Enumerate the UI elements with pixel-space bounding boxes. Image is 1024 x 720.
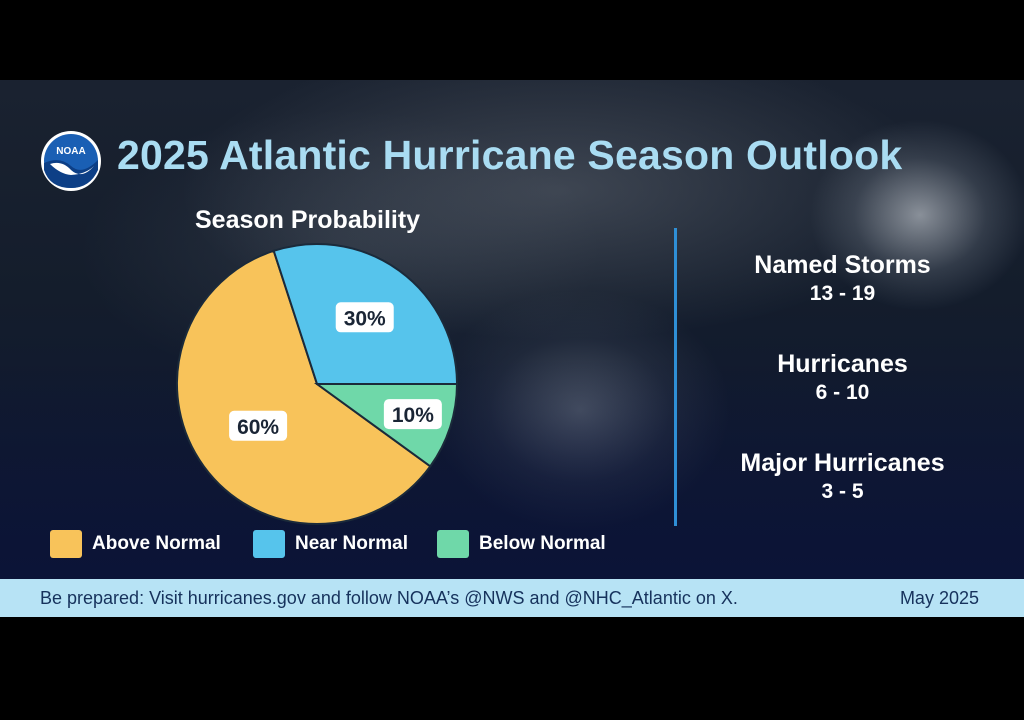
stat-hurricanes: Hurricanes 6 - 10 (700, 349, 985, 407)
legend-label-below-normal: Below Normal (479, 533, 606, 554)
stat-label: Hurricanes (777, 350, 908, 378)
stat-value: 3 - 5 (821, 480, 864, 503)
pie-label-below-normal: 10% (383, 399, 442, 430)
legend-swatch-near-normal (253, 530, 285, 558)
infographic: NOAA 2025 Atlantic Hurricane Season Outl… (0, 80, 1024, 617)
legend-swatch-below-normal (437, 530, 469, 558)
stat-label: Major Hurricanes (740, 449, 945, 477)
pie-label-above-normal: 60% (229, 410, 288, 441)
legend-item-above-normal: Above Normal (50, 528, 221, 560)
pie-label-text: 10% (392, 404, 434, 427)
noaa-logo-icon: NOAA (41, 131, 101, 191)
chart-legend: Above Normal Near Normal Below Normal (50, 528, 640, 560)
legend-label-above-normal: Above Normal (92, 533, 221, 554)
logo-text: NOAA (56, 146, 85, 157)
stat-label: Named Storms (754, 251, 931, 279)
footer-message: Be prepared: Visit hurricanes.gov and fo… (40, 587, 738, 608)
pie-label-box (383, 399, 442, 430)
pie-label-box (335, 302, 394, 333)
page-title: 2025 Atlantic Hurricane Season Outlook (117, 132, 903, 178)
legend-label-near-normal: Near Normal (295, 533, 408, 554)
footer-date: May 2025 (899, 587, 979, 608)
legend-swatch-above-normal (50, 530, 82, 558)
pie-label-text: 30% (344, 307, 386, 330)
pie-slice-above-normal (176, 249, 432, 525)
stat-value: 13 - 19 (809, 282, 876, 305)
stat-value: 6 - 10 (815, 381, 870, 404)
stat-named-storms: Named Storms 13 - 19 (700, 250, 985, 308)
pie-label-box (229, 410, 288, 441)
pie-chart: 60% 30% 10% (176, 243, 459, 525)
legend-item-below-normal: Below Normal (437, 528, 606, 560)
pie-label-near-normal: 30% (335, 302, 394, 333)
section-divider (674, 228, 677, 526)
stat-major-hurricanes: Major Hurricanes 3 - 5 (700, 448, 985, 506)
chart-title: Season Probability (195, 206, 421, 234)
pie-label-text: 60% (237, 416, 279, 439)
footer-banner: Be prepared: Visit hurricanes.gov and fo… (0, 579, 1024, 617)
legend-item-near-normal: Near Normal (253, 528, 408, 560)
